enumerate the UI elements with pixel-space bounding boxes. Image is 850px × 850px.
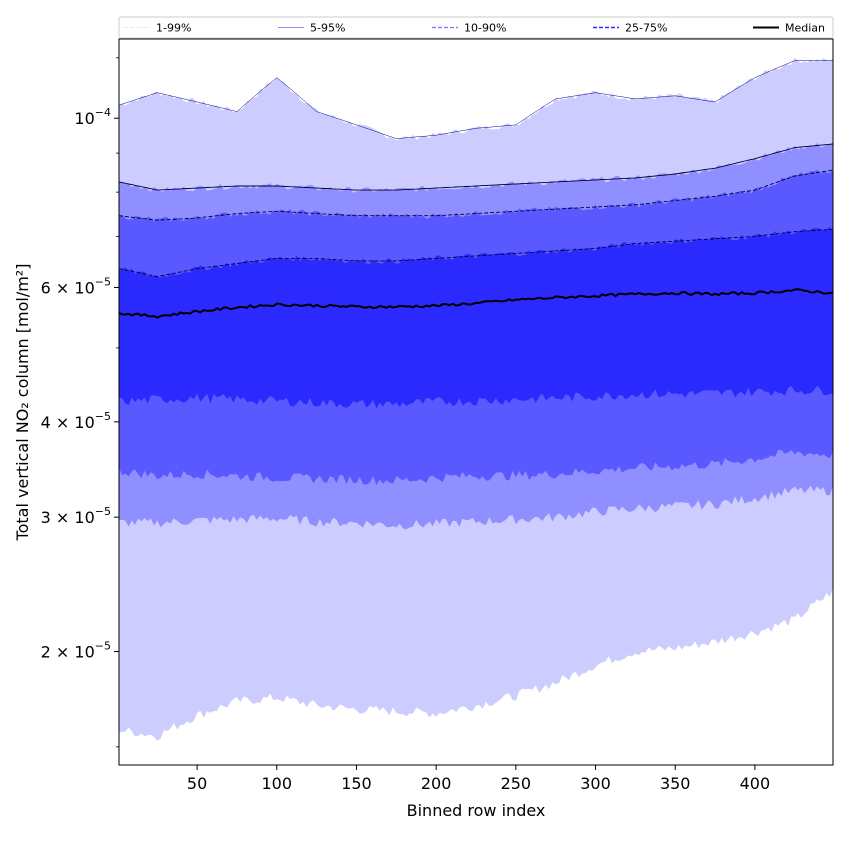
legend-box [118,16,834,39]
band-upper-edge-10-90% [119,169,833,221]
x-tick-label-400: 400 [740,774,771,793]
band-layer [119,57,833,741]
x-tick-label-150: 150 [341,774,372,793]
legend: 1-99% 5-95% 10-90% 25-75% Median [118,16,834,39]
x-tick-label-300: 300 [580,774,611,793]
y-tick-label: 2 × 10−5 [41,640,111,662]
legend-label-1-99%: 1-99% [156,22,191,35]
y-tick-label: 10−4 [74,106,111,128]
band-upper-edge-5-95% [119,143,833,191]
band-25-75% [119,226,833,409]
x-axis: 50 100 150 200 250 300 350 400 [187,765,770,793]
legend-label-Median: Median [785,22,825,35]
x-tick-label-50: 50 [187,774,207,793]
x-tick-label-250: 250 [501,774,532,793]
y-tick-label: 4 × 10−5 [41,410,111,432]
median-line [119,288,833,319]
legend-label-25-75%: 25-75% [625,22,667,35]
plot-frame [118,38,834,766]
y-axis-label: Total vertical NO₂ column [mol/m²] [13,264,32,542]
x-axis-label: Binned row index [407,801,546,820]
y-tick-label: 3 × 10−5 [41,505,111,527]
y-tick-label: 6 × 10−5 [41,275,111,297]
legend-label-10-90%: 10-90% [464,22,506,35]
x-tick-label-100: 100 [262,774,293,793]
x-tick-label-350: 350 [660,774,691,793]
band-upper-edge-1-99% [119,60,833,139]
legend-label-5-95%: 5-95% [310,22,345,35]
band-edge-layer [119,60,833,319]
y-axis: 10−4 6 × 10−5 4 × 10−5 3 × 10−5 2 × 10−5 [41,57,119,748]
x-tick-label-200: 200 [421,774,452,793]
